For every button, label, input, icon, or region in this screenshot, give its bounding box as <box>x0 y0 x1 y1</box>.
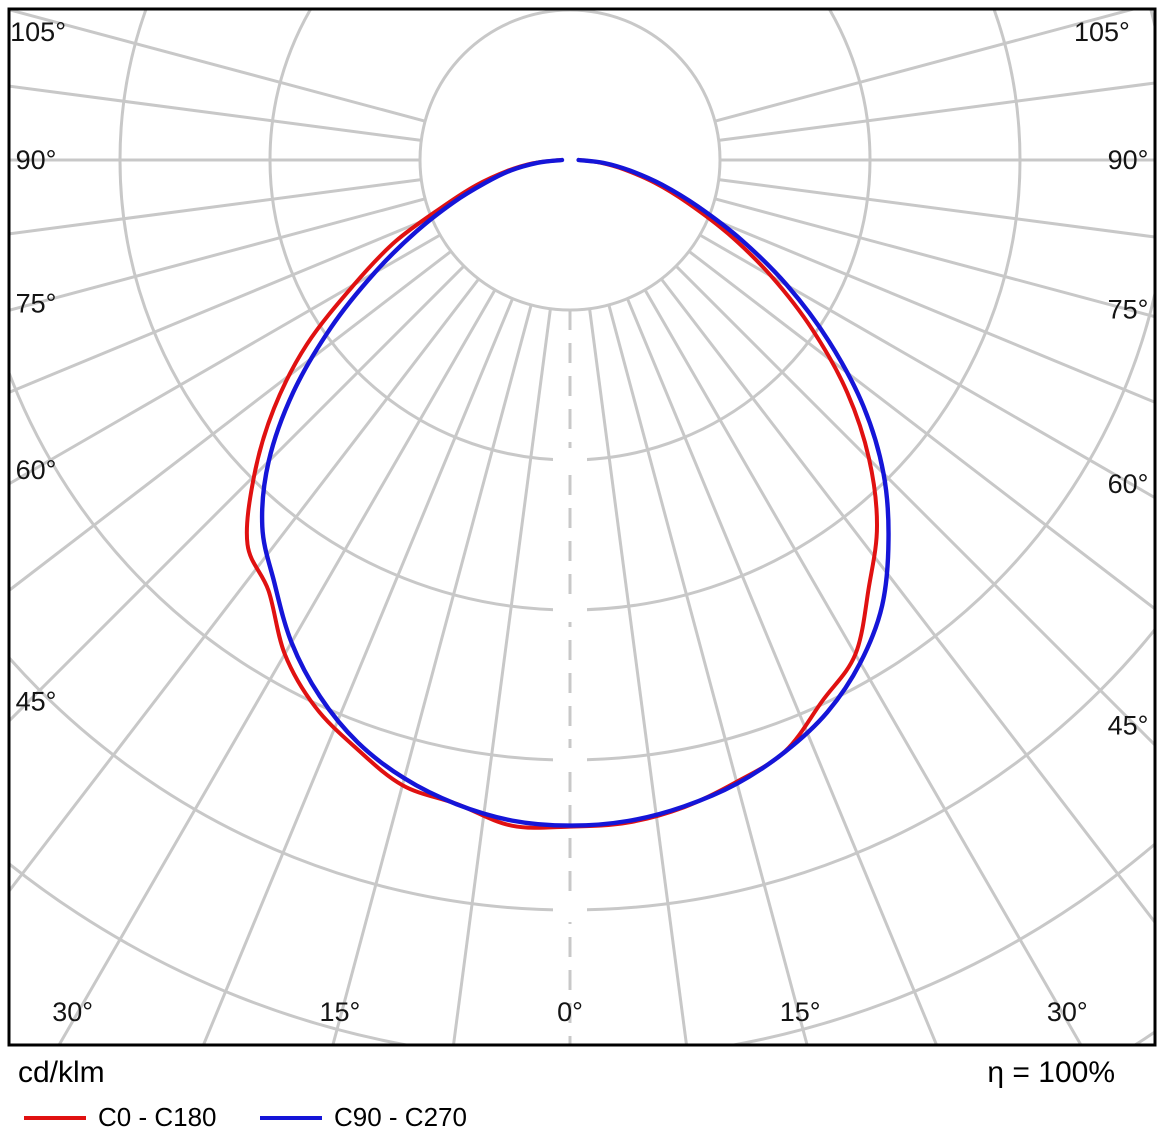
svg-text:105°: 105° <box>1074 17 1130 47</box>
svg-text:60°: 60° <box>1108 469 1149 499</box>
svg-text:90°: 90° <box>1108 145 1149 175</box>
svg-text:0°: 0° <box>557 997 583 1027</box>
legend-item-c0-c180: C0 - C180 <box>18 1102 228 1140</box>
efficiency-label: η = 100% <box>987 1056 1115 1089</box>
unit-label: cd/klm <box>18 1056 105 1089</box>
svg-text:90°: 90° <box>16 145 57 175</box>
svg-text:45°: 45° <box>1108 710 1149 740</box>
legend-label-c90-c270: C90 - C270 <box>334 1102 467 1132</box>
legend-label-c0-c180: C0 - C180 <box>98 1102 217 1132</box>
svg-text:30°: 30° <box>1047 997 1088 1027</box>
svg-text:30°: 30° <box>52 997 93 1027</box>
polar-chart-area: 105° 90° 75° 60° 45° 30° 15° 0° 15° 30° 45° 60° 75° 9… <box>7 7 1157 1047</box>
svg-text:15°: 15° <box>319 997 360 1027</box>
legend: C0 - C180 C90 - C270 <box>18 1102 494 1140</box>
svg-text:15°: 15° <box>780 997 821 1027</box>
legend-item-c90-c270: C90 - C270 <box>254 1102 494 1140</box>
legend-swatch-c0-c180 <box>24 1115 86 1120</box>
polar-chart: 105° 90° 75° 60° 45° 30° 15° 0° 15° 30° 45° 60° 75° 9… <box>7 7 1157 1047</box>
svg-text:60°: 60° <box>16 455 57 485</box>
svg-text:45°: 45° <box>16 686 57 716</box>
svg-text:75°: 75° <box>1108 295 1149 325</box>
svg-text:105°: 105° <box>10 17 66 47</box>
svg-text:75°: 75° <box>16 288 57 318</box>
chart-footer: cd/klm η = 100% C0 - C180 C90 - C270 <box>0 1052 1164 1140</box>
legend-swatch-c90-c270 <box>260 1115 322 1120</box>
